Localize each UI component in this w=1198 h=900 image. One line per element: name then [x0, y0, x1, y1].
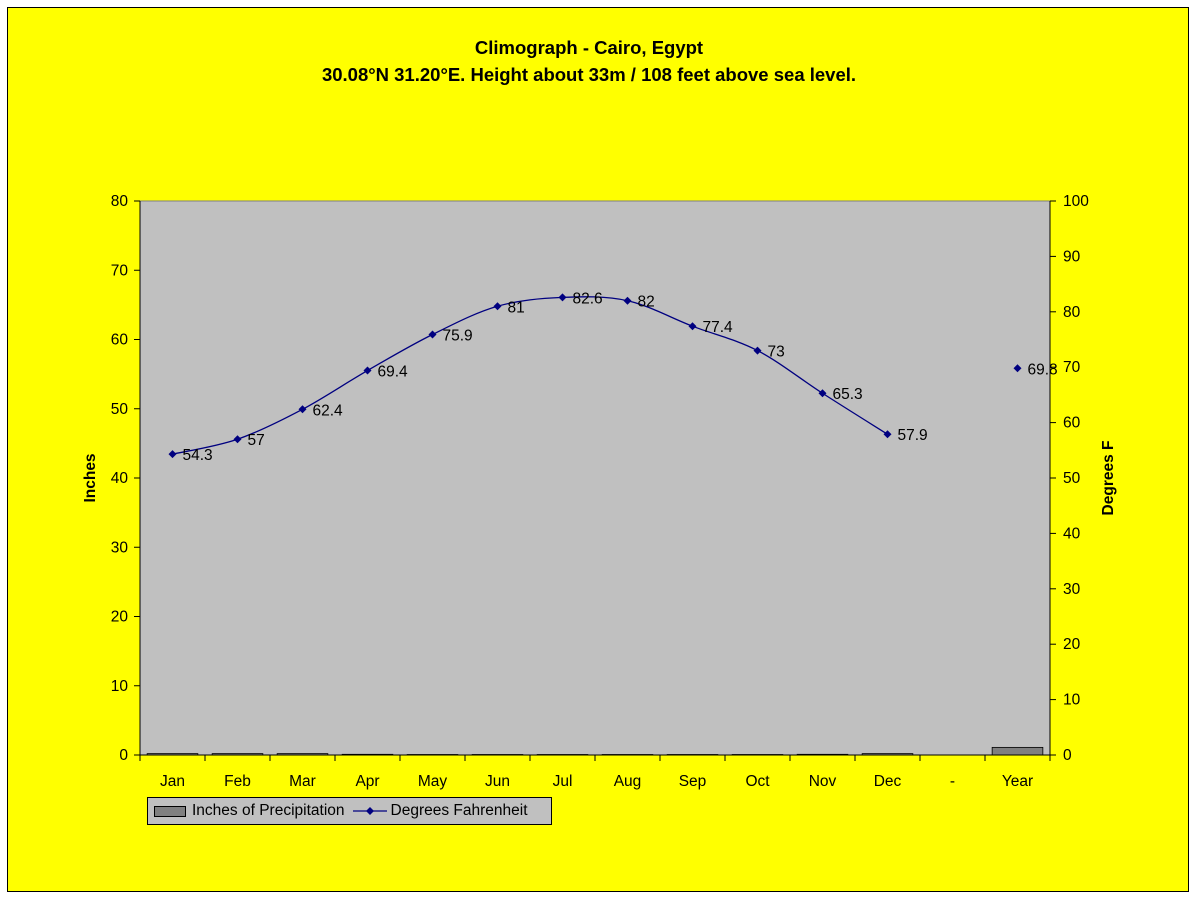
y-tick-label: 40	[111, 470, 129, 487]
legend-item-precipitation: Inches of Precipitation	[148, 802, 345, 820]
axes: 0 10 20 30 40 50 60 70 80 0 10 20 30 40 50 60 70 80 90 100 J…	[111, 193, 1089, 790]
temperature-point	[168, 450, 177, 459]
x-tick-label: Jan	[160, 773, 185, 790]
temperature-data-label: 62.4	[313, 402, 344, 419]
y-tick-label: 60	[111, 332, 129, 349]
y-tick-label: 80	[111, 193, 129, 210]
temperature-point	[688, 322, 697, 331]
x-tick-label: -	[950, 773, 955, 790]
x-tick-label: Aug	[614, 773, 642, 790]
y2-axis-title: Degrees F	[1100, 441, 1117, 516]
x-tick-label: Nov	[809, 773, 837, 790]
x-tick-label: Year	[1002, 773, 1033, 790]
temperature-data-label: 57	[248, 432, 265, 449]
y-tick-label: 20	[111, 609, 129, 626]
temperature-point	[493, 302, 502, 311]
x-tick-label: Dec	[874, 773, 902, 790]
x-tick-label: Apr	[355, 773, 379, 790]
x-tick-label: Jun	[485, 773, 510, 790]
temperature-data-label: 82	[638, 294, 655, 311]
y2-tick-label: 30	[1063, 581, 1081, 598]
temperature-data-label: 69.4	[378, 364, 409, 381]
temperature-point	[818, 389, 827, 398]
temperature-data-label: 57.9	[898, 427, 928, 444]
temperature-data-label: 73	[768, 344, 785, 361]
y2-tick-label: 60	[1063, 415, 1081, 432]
temperature-point	[753, 346, 762, 355]
temperature-data-label: 75.9	[443, 328, 473, 345]
legend-item-temperature: Degrees Fahrenheit	[345, 802, 528, 820]
y-tick-label: 70	[111, 262, 129, 279]
y2-tick-label: 10	[1063, 692, 1081, 709]
y2-tick-label: 20	[1063, 636, 1081, 653]
y2-tick-label: 40	[1063, 525, 1081, 542]
y2-tick-label: 90	[1063, 248, 1081, 265]
y2-tick-label: 50	[1063, 470, 1081, 487]
y2-tick-label: 70	[1063, 359, 1081, 376]
legend-line-swatch-icon	[352, 807, 387, 815]
y2-tick-label: 80	[1063, 304, 1081, 321]
x-tick-label: Mar	[289, 773, 316, 790]
y2-tick-label: 100	[1063, 193, 1089, 210]
temperature-data-label: 81	[508, 299, 525, 316]
y-tick-label: 50	[111, 401, 129, 418]
y-axis-title: Inches	[82, 453, 99, 502]
temperature-point	[298, 405, 307, 414]
temperature-point	[428, 330, 437, 339]
precipitation-bar	[991, 746, 1044, 756]
temperature-data-label: 77.4	[703, 319, 734, 336]
temperature-point	[1013, 364, 1022, 373]
temperature-point	[558, 293, 567, 302]
y2-tick-label: 0	[1063, 747, 1072, 764]
y-tick-label: 10	[111, 678, 129, 695]
temperature-series: 54.3 57 62.4 69.4 75.9 81 82.6 82 77.4 73 65.3 57.9…	[168, 290, 1058, 464]
temperature-data-label: 65.3	[833, 386, 863, 403]
temperature-line	[172, 296, 888, 455]
temperature-data-label: 69.8	[1028, 361, 1058, 378]
temperature-point	[623, 296, 632, 305]
legend-label-temperature: Degrees Fahrenheit	[390, 802, 528, 819]
temperature-data-label: 82.6	[573, 290, 603, 307]
temperature-point	[363, 366, 372, 375]
temperature-data-label: 54.3	[183, 447, 213, 464]
temperature-point	[883, 430, 892, 439]
chart-title: Climograph - Cairo, Egypt 30.08°N 31.20°…	[8, 34, 1170, 88]
x-tick-label: Sep	[679, 773, 707, 790]
x-tick-label: Oct	[745, 773, 770, 790]
y-tick-label: 0	[119, 747, 128, 764]
legend: Inches of Precipitation Degrees Fahrenhe…	[147, 797, 552, 825]
chart-subtitle: 30.08°N 31.20°E. Height about 33m / 108 …	[321, 64, 857, 85]
chart-title-line-1: Climograph - Cairo, Egypt	[474, 37, 704, 58]
plot-area	[139, 200, 1051, 756]
temperature-point	[233, 435, 242, 444]
x-tick-label: Feb	[224, 773, 251, 790]
x-tick-label: May	[418, 773, 448, 790]
legend-label-precipitation: Inches of Precipitation	[192, 802, 345, 819]
y-tick-label: 30	[111, 539, 129, 556]
x-tick-label: Jul	[553, 773, 573, 790]
legend-bar-swatch-icon	[154, 805, 186, 817]
